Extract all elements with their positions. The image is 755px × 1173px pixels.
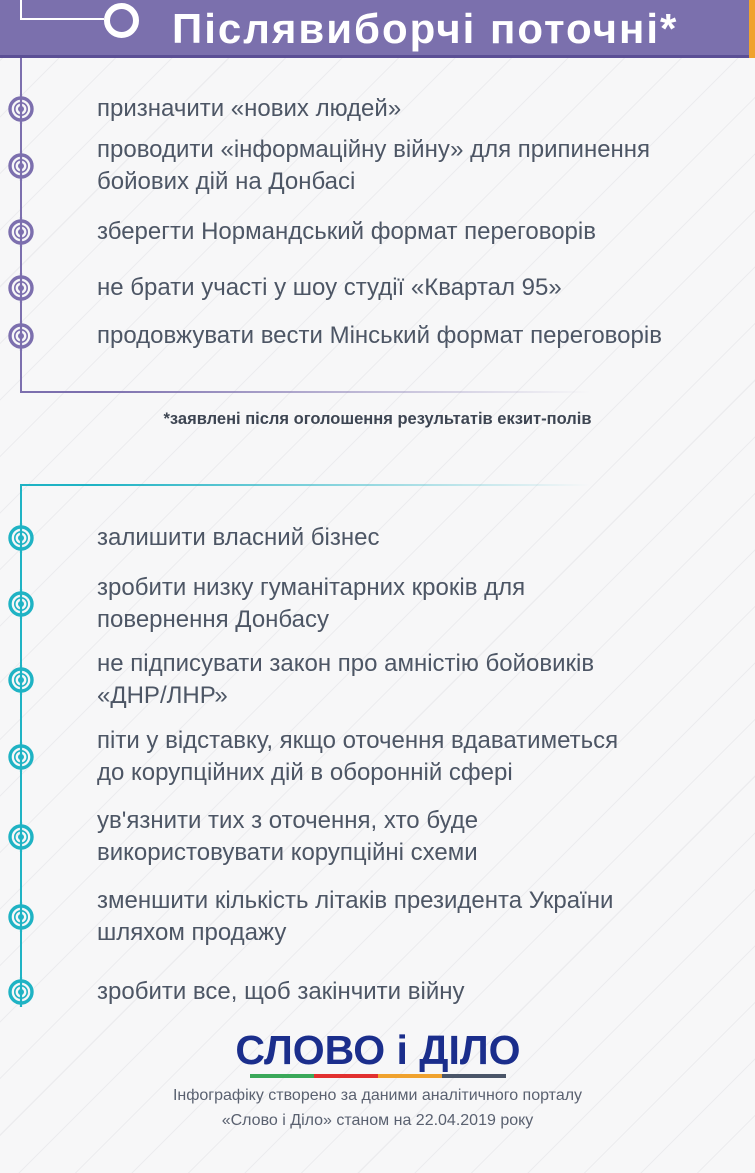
svg-text:СЛОВО і ДІЛО: СЛОВО і ДІЛО	[235, 1027, 520, 1073]
